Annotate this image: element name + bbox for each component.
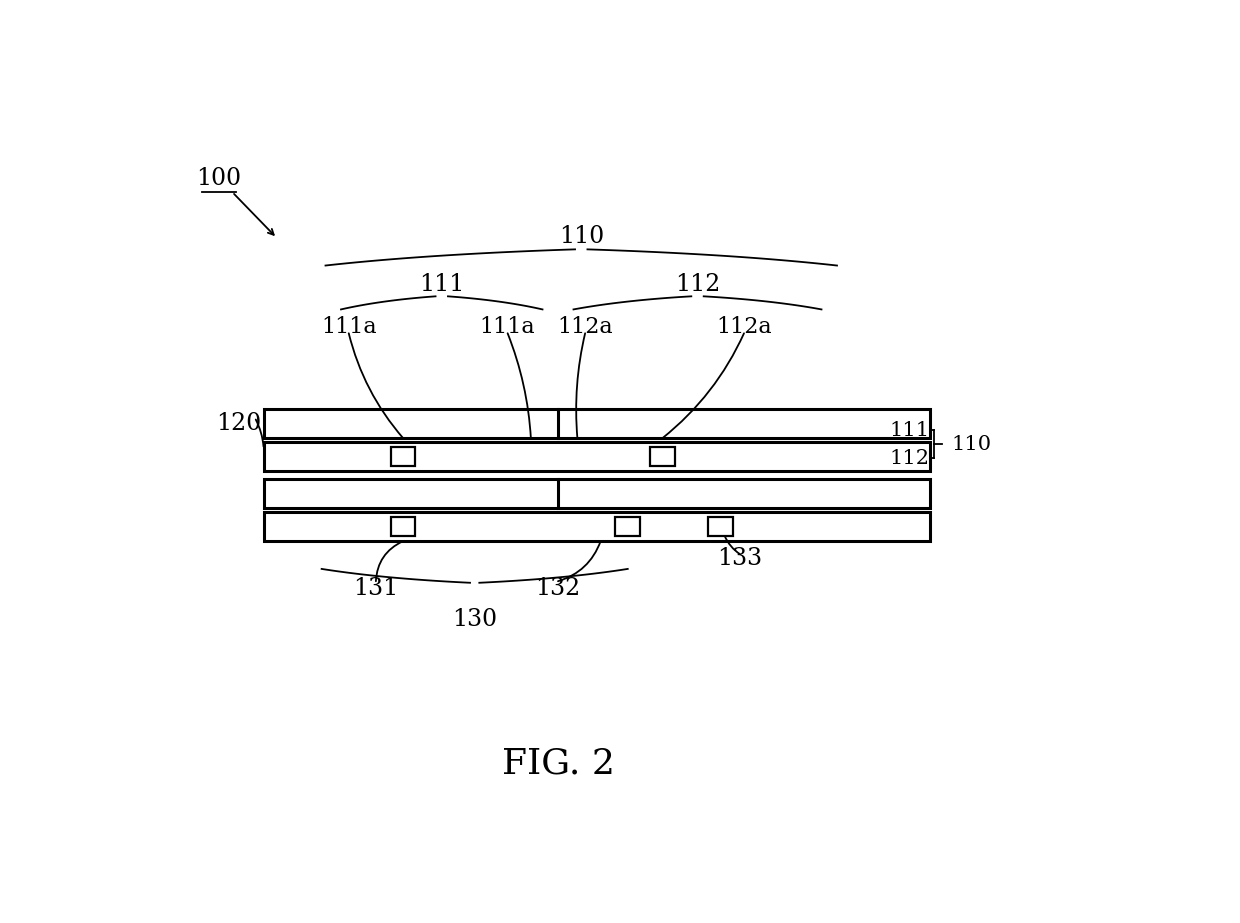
Text: 112: 112 <box>675 272 720 295</box>
Text: 112a: 112a <box>557 317 613 338</box>
Text: 111: 111 <box>419 272 465 295</box>
Text: FIG. 2: FIG. 2 <box>501 747 615 781</box>
Text: 111a: 111a <box>321 317 377 338</box>
Text: 111a: 111a <box>480 317 536 338</box>
Bar <box>391 517 415 535</box>
Bar <box>263 512 930 541</box>
Bar <box>263 409 930 438</box>
Text: 112: 112 <box>890 449 930 468</box>
Text: 112a: 112a <box>717 317 771 338</box>
Text: 133: 133 <box>718 546 763 569</box>
Bar <box>650 448 675 466</box>
Text: 131: 131 <box>353 578 398 601</box>
Text: 130: 130 <box>451 608 497 631</box>
Text: 110: 110 <box>952 435 992 454</box>
Text: 100: 100 <box>196 167 241 190</box>
Bar <box>391 448 415 466</box>
Text: 111: 111 <box>890 421 930 440</box>
Bar <box>615 517 640 535</box>
Text: 120: 120 <box>216 412 262 435</box>
Bar <box>263 479 930 508</box>
Text: 132: 132 <box>536 578 580 601</box>
Bar <box>708 517 733 535</box>
Bar <box>263 442 930 471</box>
Text: 110: 110 <box>559 225 604 247</box>
